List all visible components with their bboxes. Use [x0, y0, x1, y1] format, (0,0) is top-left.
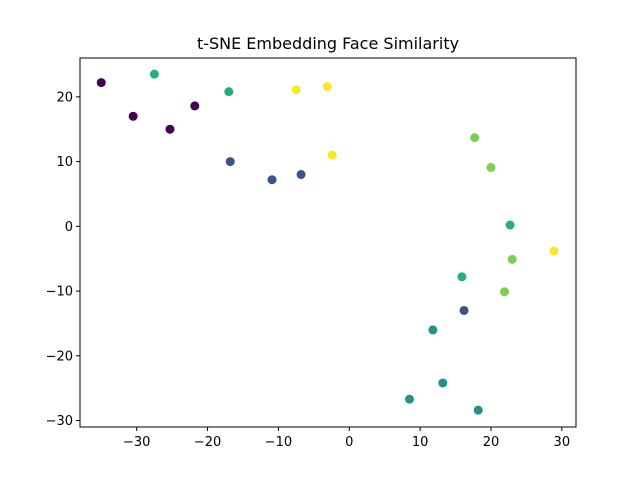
y-tick-label: 0: [65, 220, 73, 235]
x-tick-label: −20: [194, 435, 221, 450]
data-point: [438, 378, 448, 388]
y-axis: −30 −20 −10 0 10 20: [46, 90, 80, 429]
data-point: [327, 150, 337, 160]
plot-frame: [79, 57, 577, 428]
data-point: [505, 220, 515, 230]
x-tick-label: 10: [412, 435, 429, 450]
data-point: [96, 78, 106, 88]
data-points: [96, 69, 559, 415]
chart-title: t-SNE Embedding Face Similarity: [197, 34, 459, 53]
data-point: [470, 133, 480, 143]
y-tick-label: −30: [46, 414, 73, 429]
y-tick-label: 20: [56, 90, 73, 105]
data-point: [165, 124, 175, 134]
data-point: [404, 394, 414, 404]
x-tick-label: 30: [554, 435, 571, 450]
data-point: [190, 101, 200, 111]
data-point: [499, 287, 509, 297]
x-axis: −30 −20 −10 0 10 20 30: [123, 427, 570, 450]
y-tick-label: −10: [46, 285, 73, 300]
y-tick-label: 10: [56, 155, 73, 170]
data-point: [291, 85, 301, 95]
data-point: [473, 405, 483, 415]
data-point: [322, 81, 332, 91]
data-point: [267, 175, 277, 185]
data-point: [486, 162, 496, 172]
x-tick-label: 0: [345, 435, 353, 450]
data-point: [459, 305, 469, 315]
x-tick-label: −30: [123, 435, 150, 450]
x-tick-label: 20: [483, 435, 500, 450]
data-point: [224, 87, 234, 97]
data-point: [296, 170, 306, 180]
data-point: [225, 157, 235, 167]
x-tick-label: −10: [265, 435, 292, 450]
data-point: [128, 111, 138, 121]
data-point: [549, 246, 559, 256]
data-point: [428, 325, 438, 335]
data-point: [149, 69, 159, 79]
data-point: [507, 254, 517, 264]
data-point: [457, 272, 467, 282]
y-tick-label: −20: [46, 349, 73, 364]
